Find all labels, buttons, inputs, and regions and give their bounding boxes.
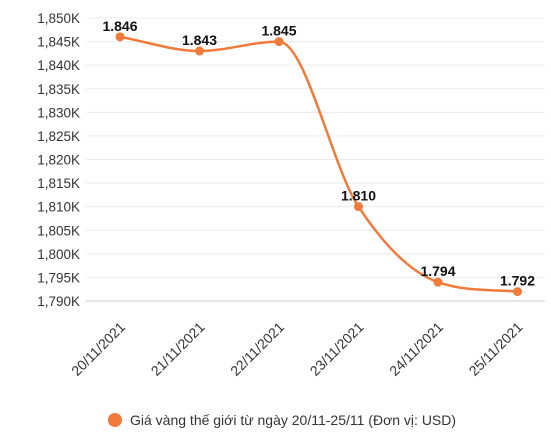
data-point — [513, 287, 522, 297]
y-tick-label: 1,820K — [37, 153, 80, 168]
data-label: 1.846 — [102, 18, 137, 34]
x-tick-label: 22/11/2021 — [227, 319, 287, 379]
y-tick-label: 1,825K — [37, 129, 80, 144]
y-axis: 1,790K 1,795K 1,800K 1,805K 1,810K 1,815K 1,82… — [37, 11, 80, 309]
y-tick-label: 1,850K — [37, 11, 80, 26]
data-label: 1.843 — [182, 32, 217, 48]
data-label: 1.792 — [500, 273, 535, 289]
x-tick-label: 20/11/2021 — [68, 319, 128, 379]
data-point — [195, 46, 204, 56]
y-tick-label: 1,830K — [37, 105, 80, 120]
y-tick-label: 1,800K — [37, 247, 80, 262]
data-point — [274, 37, 284, 47]
data-labels: 1.846 1.843 1.845 1.810 1.794 1.792 — [102, 18, 535, 289]
y-tick-label: 1,790K — [37, 294, 80, 309]
y-tick-label: 1,815K — [37, 176, 80, 191]
data-point — [115, 32, 125, 42]
data-point — [433, 277, 443, 287]
data-label: 1.810 — [341, 188, 376, 204]
x-axis: 20/11/2021 21/11/2021 22/11/2021 23/11/2021… — [68, 319, 526, 379]
data-points — [115, 32, 522, 297]
y-tick-label: 1,795K — [37, 270, 80, 285]
y-tick-label: 1,835K — [37, 82, 80, 97]
x-tick-label: 24/11/2021 — [386, 319, 446, 379]
data-label: 1.794 — [420, 263, 455, 279]
legend-marker — [108, 413, 122, 427]
x-tick-label: 23/11/2021 — [306, 319, 366, 379]
grid-lines — [86, 17, 545, 302]
data-label: 1.845 — [261, 23, 296, 39]
y-tick-label: 1,810K — [37, 200, 80, 215]
legend-label: Giá vàng thế giới từ ngày 20/11-25/11 (Đ… — [130, 412, 457, 428]
data-point — [354, 202, 363, 212]
y-tick-label: 1,845K — [37, 35, 80, 50]
y-tick-label: 1,840K — [37, 58, 80, 73]
x-tick-label: 21/11/2021 — [147, 319, 207, 379]
y-tick-label: 1,805K — [37, 223, 80, 238]
x-tick-label: 25/11/2021 — [465, 319, 525, 379]
legend: Giá vàng thế giới từ ngày 20/11-25/11 (Đ… — [108, 412, 456, 428]
